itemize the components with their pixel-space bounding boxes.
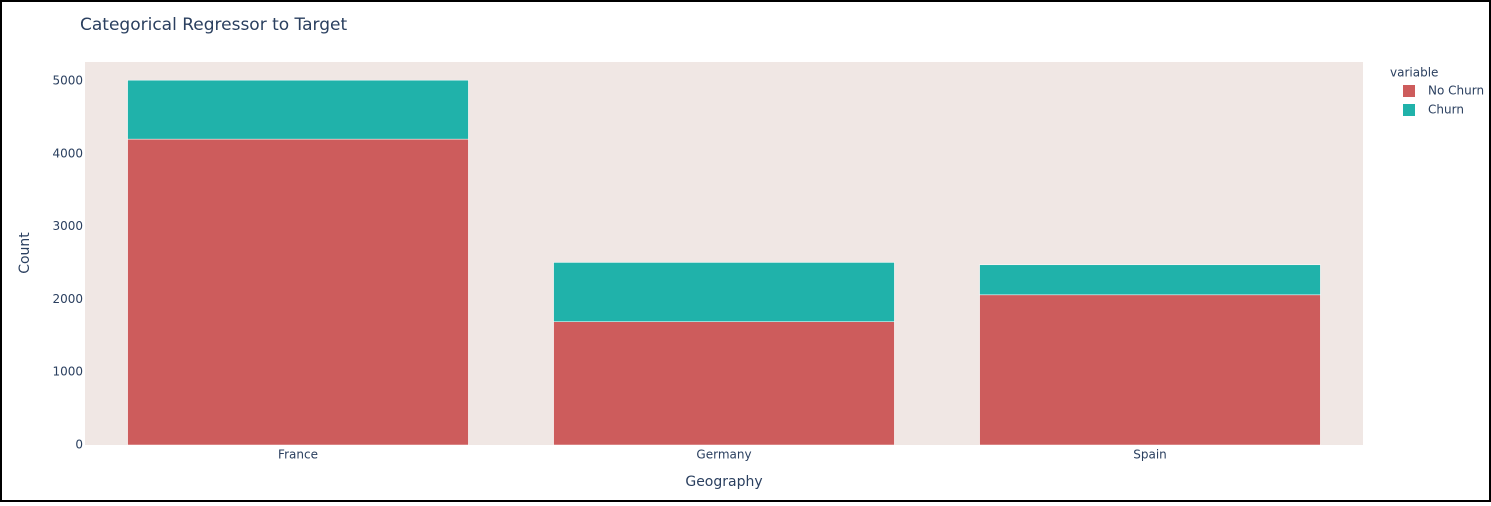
legend-label: Churn: [1428, 103, 1464, 117]
bar-segment: [979, 264, 1321, 296]
legend-title: variable: [1390, 66, 1438, 80]
legend-swatch: [1403, 104, 1415, 116]
y-axis-label: Count: [17, 232, 33, 274]
y-tick-label: 4000: [52, 146, 83, 160]
legend-label: No Churn: [1428, 84, 1484, 98]
y-tick-label: 2000: [52, 292, 83, 306]
x-axis-label: Geography: [685, 474, 762, 490]
x-tick-label: Spain: [1133, 448, 1167, 462]
legend-swatch: [1403, 85, 1415, 97]
bar-segment: [553, 321, 895, 446]
bar-segment: [127, 138, 469, 446]
y-tick-label: 0: [75, 438, 83, 452]
y-tick-label: 3000: [52, 219, 83, 233]
x-tick-label: Germany: [696, 448, 751, 462]
x-tick-label: France: [278, 448, 318, 462]
y-tick-label: 1000: [52, 365, 83, 379]
bar-segment: [979, 294, 1321, 446]
bar-segment: [553, 262, 895, 322]
y-tick-label: 5000: [52, 74, 83, 88]
chart-title: Categorical Regressor to Target: [80, 15, 347, 35]
bar-segment: [127, 79, 469, 140]
